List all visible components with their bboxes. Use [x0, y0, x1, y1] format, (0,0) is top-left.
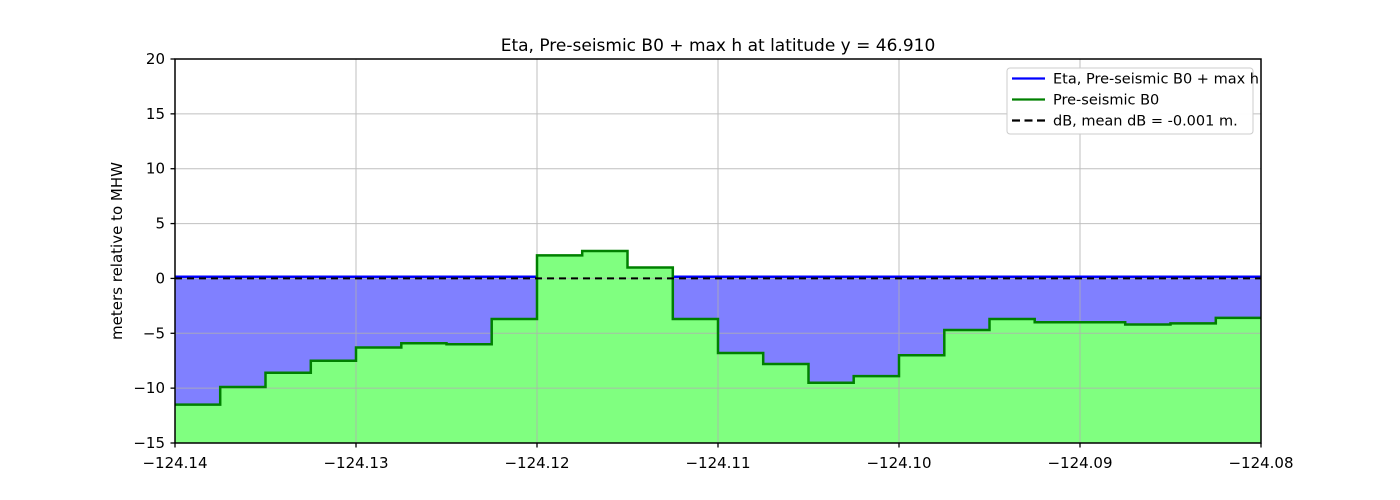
legend: Eta, Pre-seismic B0 + max h Pre-seismic B… [1006, 67, 1259, 135]
x-tick-label: −124.10 [866, 454, 931, 472]
y-tick-label: −10 [133, 379, 165, 397]
x-tick-label: −124.12 [504, 454, 569, 472]
x-tick-label: −124.09 [1047, 454, 1112, 472]
legend-box [1006, 67, 1254, 135]
y-tick-label: 15 [146, 105, 165, 123]
legend-label: Pre-seismic B0 [1053, 93, 1159, 109]
x-tick-label: −124.11 [685, 454, 750, 472]
x-tick-label: −124.08 [1228, 454, 1293, 472]
y-tick-label: 0 [155, 269, 165, 287]
x-tick-label: −124.14 [142, 454, 207, 472]
legend-label: Eta, Pre-seismic B0 + max h [1053, 72, 1259, 88]
y-tick-label: −5 [143, 324, 165, 342]
axis-ticks: −124.14 −124.13 −124.12 −124.11 −124.10 −124.… [133, 50, 1293, 472]
x-tick-label: −124.13 [323, 454, 388, 472]
y-tick-label: 5 [155, 215, 165, 233]
legend-label: dB, mean dB = -0.001 m. [1053, 114, 1238, 130]
chart-title: Eta, Pre-seismic B0 + max h at latitude … [500, 36, 936, 56]
y-axis-label: meters relative to MHW [108, 162, 126, 340]
y-tick-label: −15 [133, 434, 165, 452]
y-tick-label: 20 [146, 50, 165, 68]
y-tick-label: 10 [146, 160, 165, 178]
b0-step-line [175, 249, 1261, 406]
